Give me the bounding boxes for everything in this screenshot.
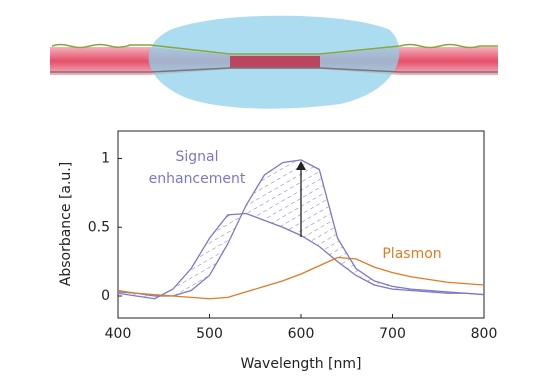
- fiber-core: [230, 56, 320, 68]
- y-axis-label: Absorbance [a.u.]: [58, 162, 74, 286]
- annotation: enhancement: [149, 171, 246, 187]
- y-tick-label: 1: [101, 151, 110, 167]
- x-tick-label: 400: [105, 326, 132, 342]
- x-tick-label: 600: [288, 326, 315, 342]
- x-tick-label: 500: [196, 326, 223, 342]
- x-tick-label: 700: [379, 326, 406, 342]
- series-line: [117, 159, 485, 297]
- annotation: Plasmon: [382, 246, 441, 262]
- y-tick-label: 0.5: [88, 219, 110, 235]
- coating-line: [51, 43, 498, 55]
- annotation: Signal: [175, 149, 218, 165]
- y-tick-label: 0: [101, 288, 110, 304]
- x-axis-label: Wavelength [nm]: [241, 356, 362, 372]
- x-tick-label: 800: [471, 326, 498, 342]
- fiber-outline: [50, 67, 498, 73]
- series-line: [117, 256, 485, 300]
- chart: Wavelength [nm] Absorbance [a.u.] Signal…: [58, 130, 498, 372]
- fiber-diagram: [50, 15, 498, 109]
- arrow: [296, 161, 306, 237]
